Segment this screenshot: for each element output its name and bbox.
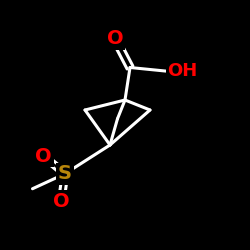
Text: OH: OH <box>168 62 198 80</box>
Text: O: O <box>107 29 123 48</box>
Text: O: O <box>53 192 70 211</box>
Text: S: S <box>58 164 72 183</box>
Text: O: O <box>36 147 52 166</box>
